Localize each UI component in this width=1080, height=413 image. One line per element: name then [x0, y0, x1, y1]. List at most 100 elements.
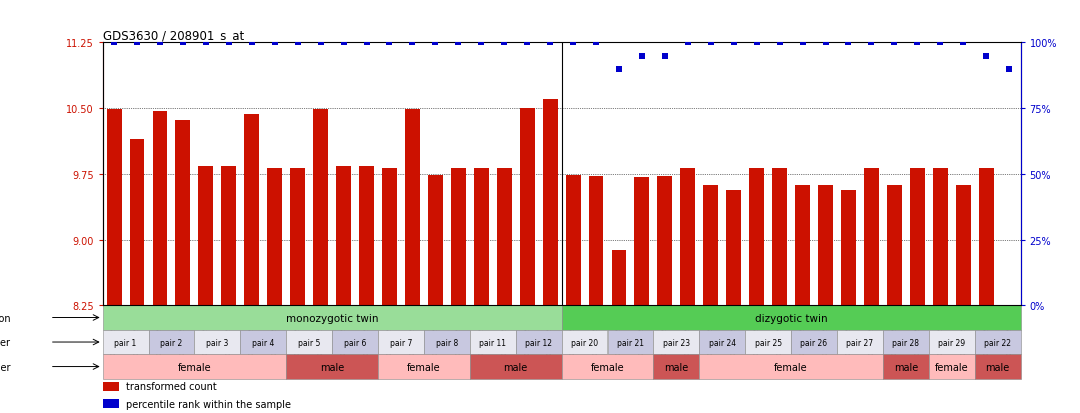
Bar	[519, 109, 535, 306]
Bar	[103, 382, 119, 391]
Text: pair 2: pair 2	[160, 338, 183, 347]
Point	[335, 40, 352, 47]
Bar	[103, 399, 119, 408]
Bar	[818, 186, 833, 306]
Bar	[516, 330, 562, 354]
Bar	[423, 330, 470, 354]
Bar	[286, 330, 333, 354]
Bar	[359, 166, 374, 306]
Point	[863, 40, 880, 47]
Bar	[929, 330, 974, 354]
Bar	[882, 330, 929, 354]
Point	[106, 40, 123, 47]
Bar	[700, 330, 745, 354]
Bar	[474, 169, 489, 306]
Bar	[956, 186, 971, 306]
Text: pair 5: pair 5	[298, 338, 321, 347]
Text: male: male	[986, 362, 1010, 372]
Bar	[107, 110, 122, 306]
Point	[357, 40, 375, 47]
Bar	[450, 169, 465, 306]
Bar	[933, 169, 948, 306]
Point	[794, 40, 811, 47]
Point	[955, 40, 972, 47]
Bar	[313, 110, 328, 306]
Bar	[882, 354, 929, 379]
Bar	[221, 166, 237, 306]
Bar	[130, 140, 145, 306]
Bar	[152, 112, 167, 306]
Bar	[975, 330, 1021, 354]
Point	[771, 40, 788, 47]
Text: GDS3630 / 208901_s_at: GDS3630 / 208901_s_at	[103, 29, 244, 42]
Bar	[611, 250, 626, 306]
Text: female: female	[935, 362, 969, 372]
Bar	[428, 175, 443, 306]
Point	[816, 40, 834, 47]
Bar	[975, 354, 1021, 379]
Bar	[267, 169, 282, 306]
Point	[198, 40, 215, 47]
Text: pair 28: pair 28	[892, 338, 919, 347]
Text: female: female	[774, 362, 808, 372]
Text: pair 7: pair 7	[390, 338, 413, 347]
Bar	[291, 169, 306, 306]
Point	[312, 40, 329, 47]
Text: transformed count: transformed count	[125, 381, 216, 391]
Bar	[791, 330, 837, 354]
Bar	[909, 169, 924, 306]
Text: male: male	[894, 362, 918, 372]
Bar	[978, 169, 994, 306]
Text: pair 21: pair 21	[617, 338, 644, 347]
Text: pair 29: pair 29	[939, 338, 966, 347]
Point	[702, 40, 719, 47]
Bar	[333, 330, 378, 354]
Text: female: female	[407, 362, 441, 372]
Text: pair 25: pair 25	[755, 338, 782, 347]
Bar	[772, 169, 787, 306]
Bar	[286, 354, 378, 379]
Bar	[887, 186, 902, 306]
Text: monozygotic twin: monozygotic twin	[286, 313, 378, 323]
Bar	[336, 166, 351, 306]
Point	[657, 53, 674, 60]
Point	[151, 40, 168, 47]
Text: female: female	[591, 362, 624, 372]
Bar	[103, 330, 149, 354]
Point	[266, 40, 283, 47]
Bar	[405, 110, 420, 306]
Bar	[589, 177, 604, 306]
Point	[427, 40, 444, 47]
Bar	[470, 330, 516, 354]
Text: pair 8: pair 8	[435, 338, 458, 347]
Bar	[634, 178, 649, 306]
Point	[243, 40, 260, 47]
Text: male: male	[320, 362, 345, 372]
Point	[588, 40, 605, 47]
Text: pair 27: pair 27	[847, 338, 874, 347]
Point	[541, 40, 558, 47]
Text: pair 22: pair 22	[984, 338, 1011, 347]
Point	[174, 40, 191, 47]
Point	[518, 40, 536, 47]
Bar	[562, 354, 653, 379]
Bar	[542, 100, 557, 306]
Point	[748, 40, 766, 47]
Bar	[103, 306, 562, 330]
Bar	[378, 330, 423, 354]
Point	[289, 40, 307, 47]
Text: male: male	[503, 362, 528, 372]
Text: male: male	[664, 362, 688, 372]
Bar	[194, 330, 240, 354]
Bar	[658, 176, 673, 306]
Text: pair 4: pair 4	[252, 338, 274, 347]
Point	[886, 40, 903, 47]
Bar	[244, 115, 259, 306]
Bar	[653, 354, 699, 379]
Text: pair 24: pair 24	[708, 338, 735, 347]
Bar	[382, 169, 397, 306]
Text: genotype/variation: genotype/variation	[0, 313, 11, 323]
Bar	[929, 354, 974, 379]
Bar	[837, 330, 883, 354]
Point	[473, 40, 490, 47]
